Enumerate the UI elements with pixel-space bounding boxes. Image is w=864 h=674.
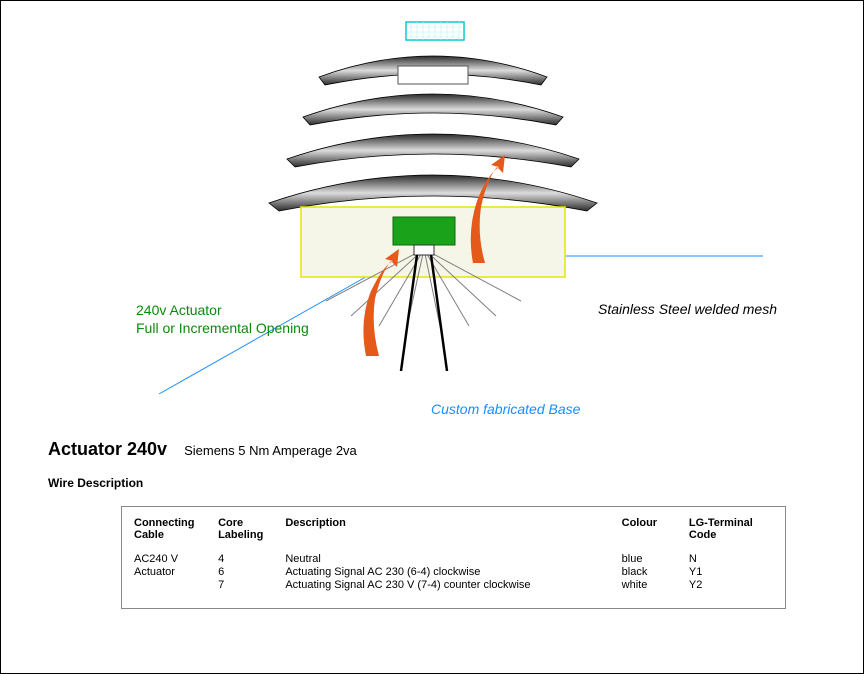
cell: black (622, 566, 689, 579)
cell: AC240 V (134, 553, 218, 566)
cell: 6 (218, 566, 285, 579)
cell: Actuating Signal AC 230 V (7-4) counter … (285, 579, 621, 592)
actuator-box (393, 217, 455, 245)
inner-top-rect (398, 66, 468, 84)
cell: white (622, 579, 689, 592)
title-main: Actuator 240v (48, 439, 167, 459)
wire-table: Connecting Cable Core Labeling Descripti… (134, 517, 773, 592)
actuator-label: 240v Actuator Full or Incremental Openin… (136, 301, 309, 337)
cell: blue (622, 553, 689, 566)
cell: Y2 (689, 579, 773, 592)
table-row: AC240 V 4 Neutral blue N (134, 553, 773, 566)
table-header-row: Connecting Cable Core Labeling Descripti… (134, 517, 773, 553)
wire-table-wrap: Connecting Cable Core Labeling Descripti… (121, 506, 786, 609)
table-row: Actuator 6 Actuating Signal AC 230 (6-4)… (134, 566, 773, 579)
louver-3 (287, 134, 579, 167)
diagram-svg (1, 11, 864, 421)
cell (134, 579, 218, 592)
actuator-label-line1: 240v Actuator (136, 302, 222, 318)
ventilator-diagram: 240v Actuator Full or Incremental Openin… (1, 11, 864, 411)
louver-2 (303, 94, 563, 125)
col-description: Description (285, 517, 621, 553)
page-title: Actuator 240v Siemens 5 Nm Amperage 2va (48, 439, 357, 460)
cell: 7 (218, 579, 285, 592)
mesh-label: Stainless Steel welded mesh (598, 301, 777, 317)
table-row: 7 Actuating Signal AC 230 V (7-4) counte… (134, 579, 773, 592)
wire-desc-title: Wire Description (48, 476, 143, 490)
actuator-label-line2: Full or Incremental Opening (136, 320, 309, 336)
cell: Actuating Signal AC 230 (6-4) clockwise (285, 566, 621, 579)
col-colour: Colour (622, 517, 689, 553)
cell: Y1 (689, 566, 773, 579)
cell: Actuator (134, 566, 218, 579)
base-label: Custom fabricated Base (431, 401, 580, 417)
title-sub: Siemens 5 Nm Amperage 2va (184, 443, 357, 458)
cell: Neutral (285, 553, 621, 566)
actuator-notch (414, 245, 434, 255)
col-lg-terminal: LG-Terminal Code (689, 517, 773, 553)
cell: 4 (218, 553, 285, 566)
cell: N (689, 553, 773, 566)
louver-4 (269, 175, 597, 211)
col-connecting-cable: Connecting Cable (134, 517, 218, 553)
col-core-labeling: Core Labeling (218, 517, 285, 553)
